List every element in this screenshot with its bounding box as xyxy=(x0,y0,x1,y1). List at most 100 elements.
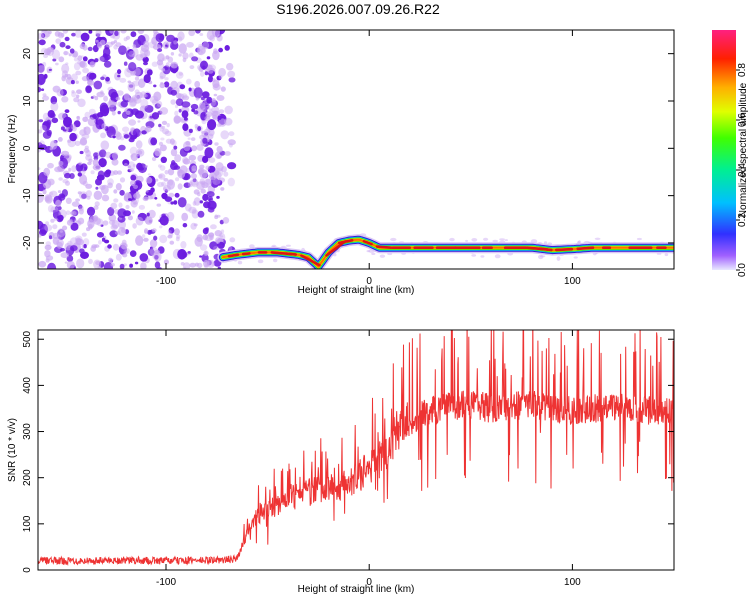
noise-speckle xyxy=(201,108,207,113)
noise-speckle xyxy=(117,170,122,175)
noise-speckle xyxy=(74,140,81,147)
noise-speckle xyxy=(70,210,77,216)
noise-speckle xyxy=(63,51,69,56)
noise-speckle xyxy=(188,206,197,214)
noise-speckle xyxy=(114,30,119,37)
noise-speckle xyxy=(100,132,107,139)
noise-speckle xyxy=(213,245,220,251)
noise-speckle xyxy=(102,220,109,226)
noise-speckle xyxy=(177,31,185,41)
noise-speckle xyxy=(54,205,62,211)
noise-speckle xyxy=(154,197,158,200)
noise-speckle xyxy=(227,139,236,146)
noise-speckle xyxy=(186,78,192,85)
noise-speckle xyxy=(151,228,157,233)
noise-speckle xyxy=(200,71,205,77)
noise-speckle xyxy=(57,190,62,194)
noise-speckle xyxy=(130,31,137,38)
noise-speckle xyxy=(129,146,138,156)
noise-speckle xyxy=(217,266,221,269)
noise-speckle xyxy=(64,172,71,179)
noise-speckle xyxy=(119,263,125,269)
noise-speckle xyxy=(211,262,215,267)
noise-speckle xyxy=(205,105,211,110)
noise-speckle xyxy=(191,145,198,152)
noise-speckle xyxy=(210,224,217,230)
noise-speckle xyxy=(131,210,135,214)
noise-speckle xyxy=(217,153,221,159)
noise-speckle xyxy=(46,129,52,137)
noise-speckle xyxy=(132,163,136,167)
noise-speckle xyxy=(73,97,80,103)
noise-speckle xyxy=(465,239,469,242)
chart-title: S196.2026.007.09.26.R22 xyxy=(276,1,440,17)
y-tick-label: 500 xyxy=(22,330,33,347)
noise-speckle xyxy=(134,261,139,265)
noise-speckle xyxy=(173,115,181,124)
noise-speckle xyxy=(257,259,264,264)
noise-speckle xyxy=(68,167,72,172)
noise-speckle xyxy=(207,259,215,268)
noise-speckle xyxy=(166,34,176,43)
noise-speckle xyxy=(64,261,68,264)
noise-speckle xyxy=(161,68,166,72)
spectrogram-frame xyxy=(37,29,675,270)
noise-speckle xyxy=(58,193,66,201)
noise-speckle xyxy=(48,68,52,71)
noise-speckle xyxy=(471,254,477,257)
noise-speckle xyxy=(127,97,134,103)
y-tick-label: 300 xyxy=(22,423,33,440)
noise-speckle xyxy=(94,95,99,101)
noise-speckle xyxy=(197,192,201,197)
noise-speckle xyxy=(129,250,137,257)
noise-speckle xyxy=(205,227,209,232)
noise-speckle xyxy=(44,194,52,203)
noise-speckle xyxy=(40,88,45,91)
noise-speckle xyxy=(146,69,153,76)
noise-speckle xyxy=(94,201,100,207)
noise-speckle xyxy=(193,87,203,99)
noise-speckle xyxy=(95,186,99,190)
noise-speckle xyxy=(204,147,214,159)
noise-speckle xyxy=(188,87,192,92)
noise-speckle-field xyxy=(38,30,674,269)
noise-speckle xyxy=(228,77,236,83)
noise-speckle xyxy=(103,170,111,178)
noise-speckle xyxy=(70,222,79,231)
noise-speckle xyxy=(61,32,65,38)
noise-speckle xyxy=(220,86,226,92)
colorbar-tick-label: 0.0 xyxy=(737,263,748,277)
noise-speckle xyxy=(171,140,177,146)
noise-speckle xyxy=(123,61,128,66)
noise-speckle xyxy=(101,237,106,242)
noise-speckle xyxy=(154,148,162,157)
noise-speckle xyxy=(175,177,180,182)
noise-speckle xyxy=(112,243,120,251)
noise-speckle xyxy=(47,162,54,169)
noise-speckle xyxy=(134,89,140,94)
noise-speckle xyxy=(128,137,135,143)
noise-speckle xyxy=(110,202,118,210)
noise-speckle xyxy=(79,150,84,155)
noise-speckle xyxy=(178,43,187,54)
noise-speckle xyxy=(124,195,128,199)
noise-speckle xyxy=(85,190,92,198)
noise-speckle xyxy=(79,43,86,50)
noise-speckle xyxy=(132,128,141,138)
noise-speckle xyxy=(88,223,93,230)
snr-y-axis-title: SNR (10 * v/v) xyxy=(7,418,18,482)
x-tick-label: 100 xyxy=(564,276,581,287)
snr-x-axis-title: Height of straight line (km) xyxy=(298,584,415,595)
noise-speckle xyxy=(191,56,199,62)
noise-speckle xyxy=(285,244,291,247)
noise-speckle xyxy=(143,237,149,242)
noise-speckle xyxy=(149,95,159,104)
noise-speckle xyxy=(161,125,166,130)
noise-speckle xyxy=(168,227,175,234)
noise-speckle xyxy=(53,217,58,221)
noise-speckle xyxy=(119,242,128,249)
noise-speckle xyxy=(194,236,203,247)
noise-speckle xyxy=(103,262,113,269)
noise-speckle xyxy=(179,84,186,90)
